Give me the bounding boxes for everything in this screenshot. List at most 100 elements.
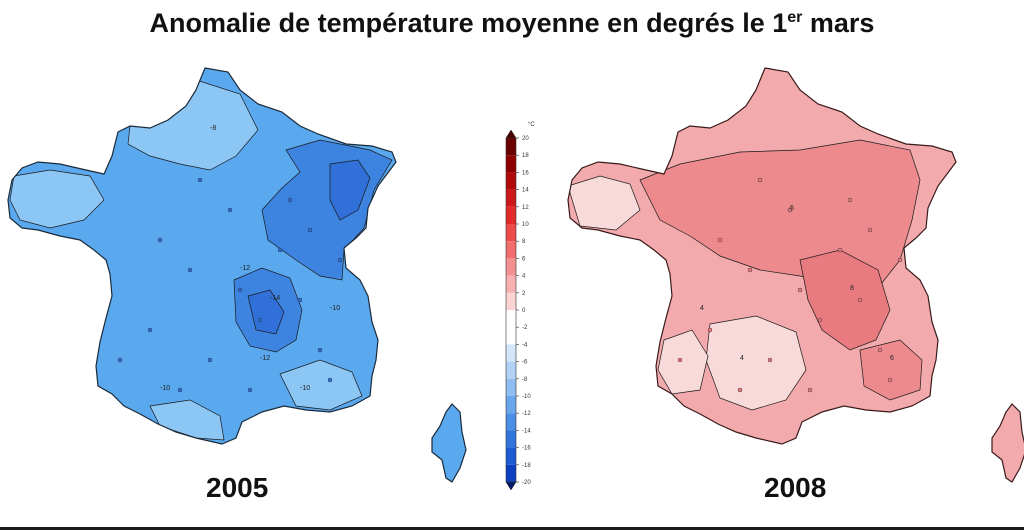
colorbar-swatch: [506, 464, 516, 482]
contour-label: -10: [160, 385, 170, 392]
colorbar-arrow-top: [505, 129, 517, 139]
station-dot: [877, 347, 883, 353]
colorbar-swatch: [506, 447, 516, 465]
colorbar-tick-label: 20: [522, 136, 529, 142]
colorbar-tick-label: 4: [522, 274, 526, 280]
year-label-2008: 2008: [764, 472, 827, 503]
colorbar-swatch: [506, 413, 516, 431]
contour-label: -14: [270, 295, 280, 302]
station-dot: [197, 177, 203, 183]
station-dot: [897, 257, 903, 263]
colorbar-swatch: [506, 378, 516, 396]
corsica-fill: [992, 404, 1024, 482]
station-dot: [187, 267, 193, 273]
colorbar-swatch: [506, 258, 516, 276]
contour-label: 4: [740, 355, 744, 362]
mainland-border: [567, 67, 957, 445]
contour-zone: [329, 159, 371, 221]
station-dot: [677, 357, 683, 363]
colorbar-swatch: [506, 396, 516, 414]
station-dot: [237, 287, 243, 293]
colorbar-tick-label: -2: [522, 325, 528, 331]
station-dot: [707, 327, 713, 333]
colorbar-tick-label: -18: [522, 463, 531, 469]
colorbar-tick-label: 0: [522, 308, 526, 314]
colorbar-tick-label: -4: [522, 342, 528, 348]
colorbar-swatch: [506, 172, 516, 190]
bottom-divider: [0, 527, 1024, 530]
colorbar-unit: °C: [528, 122, 535, 128]
contour-zone: [279, 359, 363, 411]
station-dot: [857, 297, 863, 303]
station-dot: [157, 237, 163, 243]
station-dot: [817, 317, 823, 323]
station-dot: [317, 347, 323, 353]
colorbar-tick-label: 14: [522, 188, 529, 194]
contour-label: 8: [850, 285, 854, 292]
colorbar-tick-label: -6: [522, 360, 528, 366]
station-dot: [797, 287, 803, 293]
station-dot: [807, 387, 813, 393]
contour-zone: [657, 329, 709, 395]
colorbar-tick-label: 18: [522, 153, 529, 159]
colorbar-swatch: [506, 310, 516, 328]
colorbar-tick-label: 6: [522, 256, 526, 262]
contour-zone: [705, 315, 807, 411]
contour-zone: [799, 249, 891, 351]
station-dot: [867, 227, 873, 233]
anomaly-contours: [568, 139, 923, 411]
colorbar-swatch: [506, 430, 516, 448]
station-dot: [177, 387, 183, 393]
chart-title: Anomalie de température moyenne en degré…: [149, 8, 875, 38]
station-dot: [337, 257, 343, 263]
colorbar-swatch: [506, 292, 516, 310]
station-dot: [227, 207, 233, 213]
station-dot: [117, 357, 123, 363]
colorbar-swatch: [506, 155, 516, 173]
colorbar-tick-label: 12: [522, 205, 529, 211]
colorbar-swatch: [506, 224, 516, 242]
contour-zone: [859, 339, 923, 401]
contour-label: -10: [300, 385, 310, 392]
corsica-fill: [432, 404, 466, 482]
colorbar-swatch: [506, 138, 516, 156]
station-dot: [747, 267, 753, 273]
contour-label: -10: [330, 305, 340, 312]
contour-label: -8: [210, 125, 216, 132]
station-dot: [277, 247, 283, 253]
station-dot: [757, 177, 763, 183]
corsica-border: [431, 403, 467, 483]
colorbar-swatch: [506, 275, 516, 293]
station-dot: [767, 357, 773, 363]
colorbar-tick-label: -8: [522, 377, 528, 383]
temperature-colorbar: °C20181614121086420-2-4-6-8-10-12-14-16-…: [505, 122, 535, 491]
station-dot: [327, 377, 333, 383]
colorbar-tick-label: 16: [522, 170, 529, 176]
colorbar-swatch: [506, 327, 516, 345]
mainland-border: [7, 67, 397, 445]
station-dot: [287, 197, 293, 203]
colorbar-tick-label: -12: [522, 411, 531, 417]
colorbar-tick-label: -14: [522, 428, 531, 434]
station-dot: [887, 377, 893, 383]
colorbar-tick-label: 8: [522, 239, 526, 245]
colorbar-swatch: [506, 189, 516, 207]
contour-label: -12: [260, 355, 270, 362]
colorbar-tick-label: -10: [522, 394, 531, 400]
colorbar-swatch: [506, 241, 516, 259]
colorbar-tick-label: 2: [522, 291, 526, 297]
station-dot: [737, 387, 743, 393]
anomaly-map-2008: 6 4 8 4 6: [567, 67, 1024, 483]
station-dot: [307, 227, 313, 233]
station-dot: [847, 197, 853, 203]
anomaly-contours: [9, 77, 393, 441]
anomaly-map-2005: -8 -10 -12 -14 -10 -10 -12: [7, 67, 467, 483]
contour-label: 4: [700, 305, 704, 312]
colorbar-swatch: [506, 206, 516, 224]
station-dot: [297, 297, 303, 303]
station-dot: [717, 237, 723, 243]
contour-label: 6: [890, 355, 894, 362]
colorbar-tick-label: -16: [522, 446, 531, 452]
contour-label: -12: [240, 265, 250, 272]
colorbar-swatch: [506, 344, 516, 362]
